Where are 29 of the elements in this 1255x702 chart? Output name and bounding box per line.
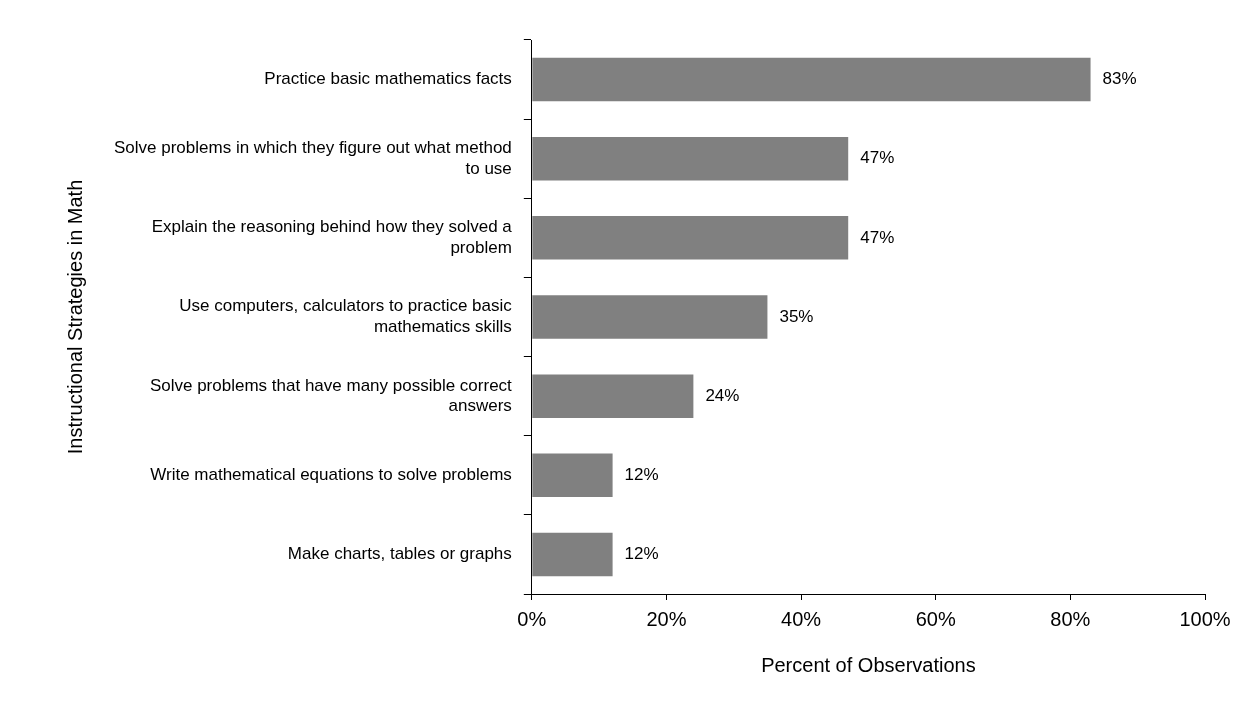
data-label: 47% <box>860 148 895 168</box>
bar <box>532 216 849 260</box>
x-tick-label: 60% <box>915 607 956 630</box>
y-tick-label: Write mathematical equations to solve problems <box>150 464 512 484</box>
x-tick-label: 100% <box>1179 607 1231 630</box>
data-label: 83% <box>1102 69 1137 89</box>
x-tick-label: 0% <box>517 607 547 630</box>
x-tick-label: 80% <box>1050 607 1091 630</box>
data-label: 12% <box>624 464 659 484</box>
y-axis-title: Instructional Strategies in Math <box>63 179 86 455</box>
y-tick-label: Practice basic mathematics facts <box>264 69 512 89</box>
y-tick-label: Solve problems in which they figure out what method to use <box>114 138 512 178</box>
data-label: 24% <box>705 385 740 405</box>
y-tick-label: Use computers, calculators to practice basic mathematics skills <box>179 296 513 336</box>
y-tick-label: Explain the reasoning behind how they solved a problem <box>151 217 513 257</box>
x-tick-label: 40% <box>781 607 822 630</box>
data-label: 47% <box>860 227 895 247</box>
bar <box>532 374 694 418</box>
y-tick-label: Make charts, tables or graphs <box>287 544 512 564</box>
data-label: 12% <box>624 544 659 564</box>
y-tick-label: Solve problems that have many possible correct answers <box>149 375 513 416</box>
data-label: 35% <box>779 306 814 326</box>
bar <box>532 532 613 577</box>
x-axis-title: Percent of Observations <box>761 653 976 676</box>
bar <box>532 57 1091 102</box>
x-tick-label: 20% <box>646 607 687 630</box>
bar <box>532 295 768 339</box>
bar <box>532 453 613 498</box>
bar <box>532 136 849 181</box>
